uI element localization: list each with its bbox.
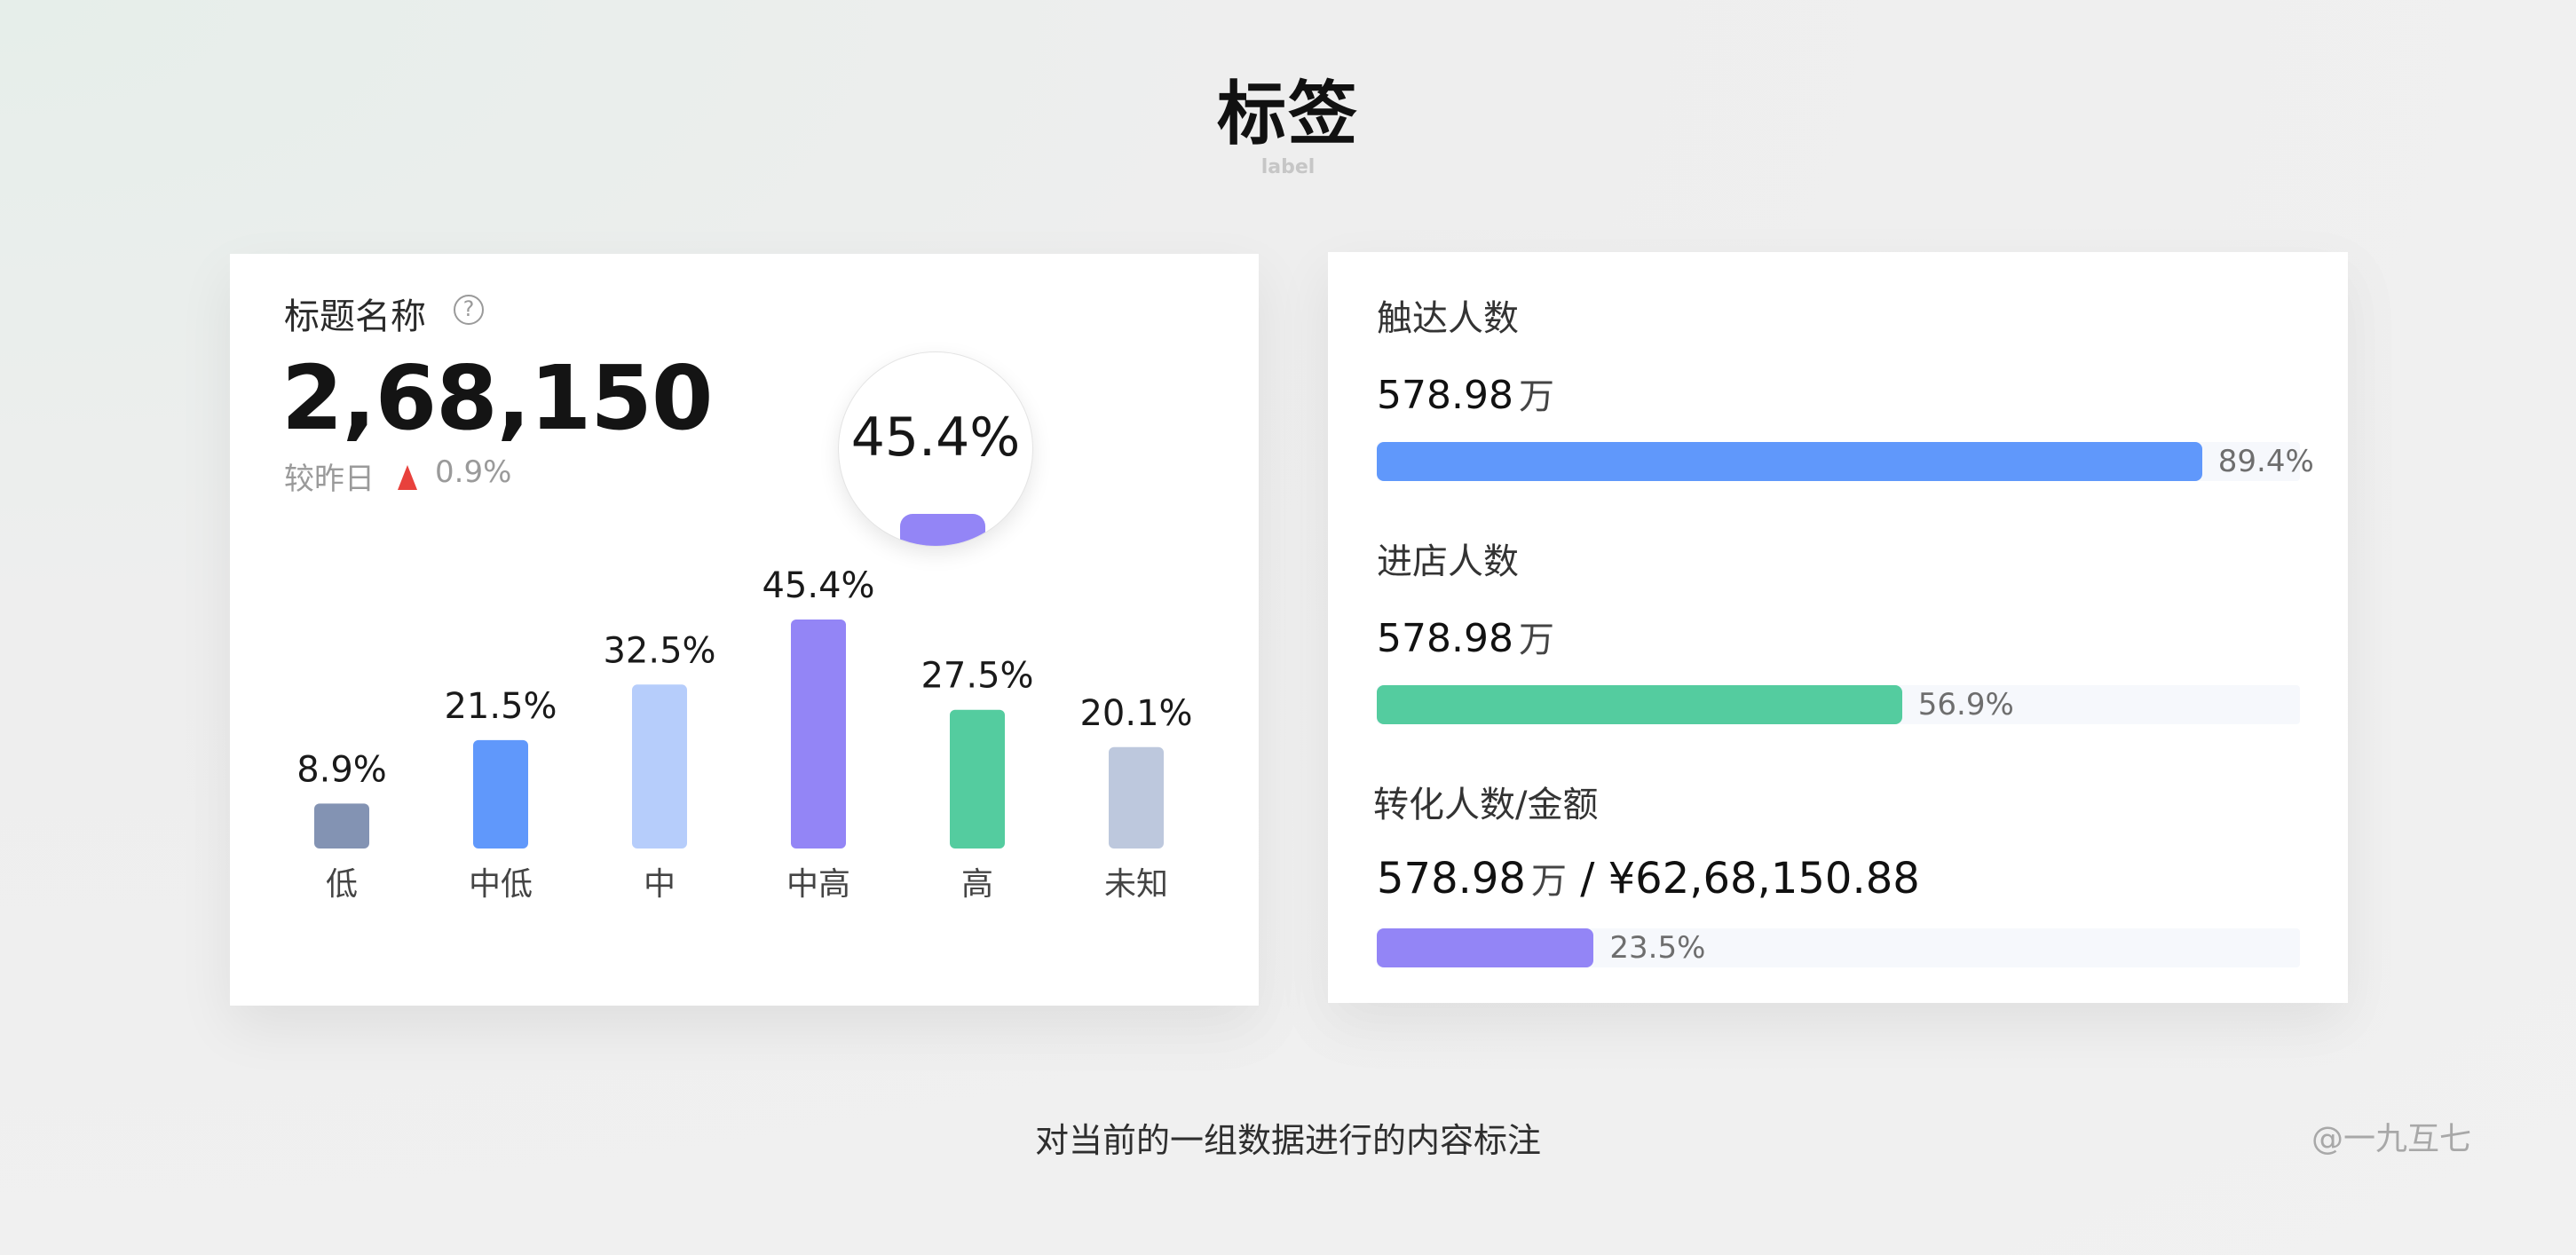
progress-track-reach: 89.4% (1377, 442, 2314, 481)
progress-fill-reach (1377, 442, 2202, 481)
bar-value-label-1: 21.5% (444, 686, 557, 727)
bar-2[interactable] (632, 684, 687, 849)
trend-up-icon (398, 465, 417, 490)
metric-label-reach: 触达人数 (1377, 298, 1519, 339)
bar-5[interactable] (1109, 746, 1164, 849)
help-circle-icon[interactable]: ? (454, 295, 484, 325)
bar-value-label-5: 20.1% (1079, 693, 1192, 734)
metric-value-conversion: 578.98 万 / ¥62,68,150.88 (1377, 854, 1920, 904)
progress-track-store-visits: 56.9% (1377, 685, 2300, 724)
bar-value-label-4: 27.5% (921, 656, 1033, 697)
bar-value-label-2: 32.5% (603, 630, 715, 671)
bar-0[interactable] (314, 803, 369, 849)
bar-4[interactable] (950, 709, 1005, 849)
metric-label-store-visits: 进店人数 (1377, 541, 1519, 582)
category-label-2: 中 (644, 866, 676, 903)
category-label-3: 中高 (786, 866, 850, 903)
metric-value-store-visits: 578.98 万 (1377, 616, 1554, 661)
page-caption: 对当前的一组数据进行的内容标注 (1034, 1121, 1541, 1160)
progress-fill-conversion (1377, 928, 1594, 967)
metric-label-conversion: 转化人数/金额 (1373, 785, 1599, 825)
page-title: 标签 (1216, 75, 1359, 154)
bar-value-label-3: 45.4% (762, 565, 874, 606)
label-bar-chart-card: 标题名称 ? 2,68,150 较昨日 0.9% 8.9% 低 21.5% 中低 32.… (230, 254, 1259, 1006)
bar-chart: 8.9% 低 21.5% 中低 32.5% 中 45.4% 中高 27.5% 高 20.1% 未知 (296, 565, 1192, 903)
page-subtitle: label (1260, 156, 1316, 178)
progress-percent-store-visits: 56.9% (1917, 687, 2014, 722)
bar-value-label-0: 8.9% (296, 749, 387, 790)
bar-1[interactable] (473, 739, 528, 849)
magnifier-bar (900, 514, 985, 546)
card-title: 标题名称 (284, 296, 426, 337)
compare-label: 较昨日 (284, 462, 375, 497)
category-label-4: 高 (961, 866, 993, 903)
progress-percent-reach: 89.4% (2217, 444, 2314, 479)
category-label-1: 中低 (469, 866, 533, 903)
total-value: 2,68,150 (281, 346, 713, 450)
category-label-0: 低 (326, 866, 358, 903)
compare-value: 0.9% (435, 454, 512, 490)
magnifier-value: 45.4% (850, 406, 1021, 469)
bar-3[interactable] (791, 620, 846, 849)
progress-percent-conversion: 23.5% (1609, 930, 1706, 966)
category-label-5: 未知 (1104, 866, 1168, 903)
progress-track-conversion: 23.5% (1377, 928, 2300, 967)
magnifier-callout: 45.4% (839, 352, 1032, 546)
metrics-progress-card: 触达人数 578.98 万 89.4% 进店人数 578.98 万 56.9% 转化… (1328, 252, 2348, 1003)
author-credit: @一九互七 (2311, 1121, 2472, 1157)
metric-value-reach: 578.98 万 (1377, 373, 1554, 418)
progress-fill-store-visits (1377, 685, 1902, 724)
